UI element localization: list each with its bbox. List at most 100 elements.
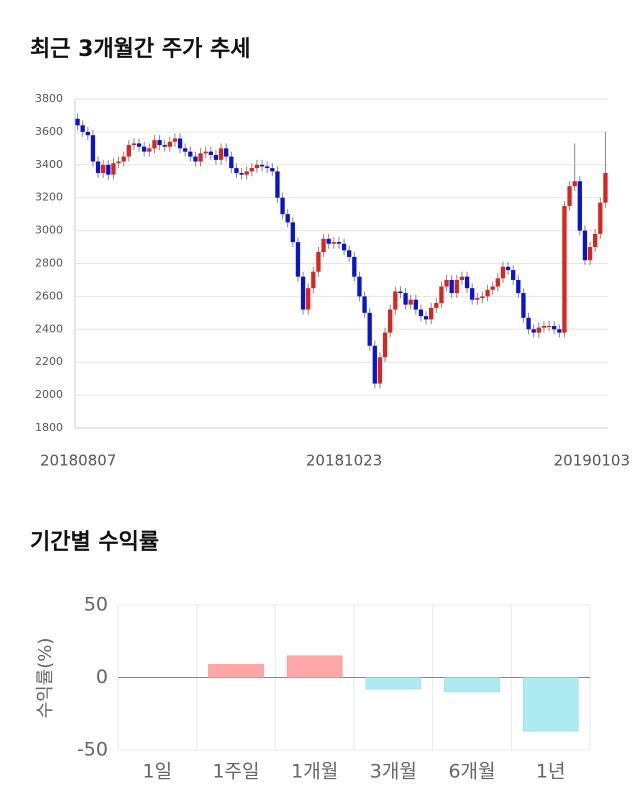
- candle-body: [593, 233, 598, 248]
- bar: [444, 677, 500, 693]
- bar: [522, 677, 579, 732]
- candle-body: [275, 171, 280, 198]
- y-tick-label: 3800: [35, 92, 63, 105]
- candle-body: [126, 145, 131, 157]
- candle-body: [429, 307, 434, 320]
- candle-body: [454, 279, 459, 294]
- y-axis-label: 수익률(%): [35, 638, 56, 719]
- bar: [208, 664, 264, 678]
- candle-body: [582, 230, 588, 261]
- candle-body: [306, 288, 311, 310]
- candle-body: [162, 145, 167, 147]
- x-tick-label: 20180807: [40, 452, 116, 470]
- y-tick-label: -50: [77, 739, 108, 761]
- candle-body: [485, 289, 490, 297]
- candle-body: [80, 125, 85, 132]
- y-tick-label: 0: [96, 666, 108, 688]
- candle-body: [234, 168, 239, 174]
- candle-body: [470, 288, 475, 300]
- candle-body: [295, 242, 301, 277]
- candle-body: [526, 317, 531, 330]
- candle-body: [244, 171, 249, 175]
- bar: [286, 655, 343, 678]
- candle-body: [111, 163, 116, 175]
- candle-body: [75, 118, 80, 126]
- candle-body: [336, 242, 342, 244]
- candle-body: [546, 326, 552, 328]
- candle-body: [121, 156, 126, 162]
- chart-title: 기간별 수익률: [30, 530, 159, 555]
- candle-body: [224, 148, 229, 157]
- candle-body: [418, 309, 424, 317]
- candle-body: [444, 279, 449, 287]
- candle-body: [536, 327, 541, 333]
- candle-body: [147, 148, 152, 152]
- candle-body: [208, 151, 213, 155]
- candle-body: [239, 173, 244, 175]
- candle-body: [326, 238, 331, 244]
- candle-body: [393, 291, 398, 310]
- candle-body: [193, 156, 198, 162]
- candle-body: [300, 276, 306, 310]
- y-tick-label: 3400: [35, 158, 63, 171]
- candle-body: [95, 161, 101, 174]
- candle-body: [188, 151, 193, 157]
- candle-body: [290, 222, 295, 243]
- x-tick-label: 1개월: [291, 761, 338, 783]
- candle-body: [352, 256, 357, 277]
- candle-body: [439, 286, 444, 303]
- candle-body: [377, 357, 383, 384]
- candle-body: [531, 329, 536, 333]
- candle-body: [388, 309, 393, 333]
- y-tick-label: 2400: [35, 322, 63, 335]
- candle-body: [572, 181, 577, 187]
- candle-body: [480, 296, 485, 299]
- candle-body: [511, 270, 516, 280]
- candle-body: [459, 276, 465, 280]
- candle-body: [475, 298, 480, 300]
- chart-title: 최근 3개월간 주가 추세: [30, 37, 250, 62]
- candle-body: [311, 271, 316, 289]
- x-tick-label: 1일: [143, 761, 173, 783]
- candle-body: [516, 279, 521, 294]
- candle-body: [521, 293, 526, 318]
- candle-body: [603, 173, 608, 203]
- candle-body: [285, 214, 290, 223]
- x-tick-label: 20181023: [306, 452, 382, 470]
- y-tick-label: 3200: [35, 191, 63, 204]
- candle-body: [101, 164, 106, 174]
- candle-body: [116, 161, 121, 164]
- candle-body: [505, 266, 511, 271]
- y-tick-label: 2200: [35, 355, 63, 368]
- y-tick-label: 2600: [35, 289, 63, 302]
- candle-body: [490, 286, 495, 290]
- candle-body: [464, 276, 470, 289]
- candle-body: [598, 202, 603, 234]
- candle-body: [541, 326, 547, 328]
- candle-body: [152, 140, 157, 149]
- x-tick-label: 6개월: [448, 761, 495, 783]
- x-tick-label: 3개월: [370, 761, 417, 783]
- candle-body: [172, 138, 178, 142]
- candle-body: [229, 156, 234, 169]
- candle-body: [280, 197, 285, 215]
- candle-body: [372, 345, 377, 384]
- candle-body: [198, 153, 203, 162]
- candle-body: [331, 242, 336, 244]
- y-tick-label: 2800: [35, 257, 63, 270]
- candle-body: [270, 168, 275, 172]
- candle-body: [106, 164, 111, 175]
- y-tick-label: 2000: [35, 388, 63, 401]
- bar: [365, 677, 422, 690]
- candle-body: [218, 148, 224, 160]
- y-tick-label: 50: [84, 594, 108, 616]
- candle-body: [321, 238, 326, 252]
- candle-body: [567, 186, 572, 206]
- candle-body: [557, 329, 562, 333]
- candle-body: [177, 138, 183, 149]
- candle-body: [362, 296, 367, 313]
- candle-body: [347, 250, 352, 257]
- candle-body: [434, 302, 439, 308]
- candle-body: [500, 266, 506, 279]
